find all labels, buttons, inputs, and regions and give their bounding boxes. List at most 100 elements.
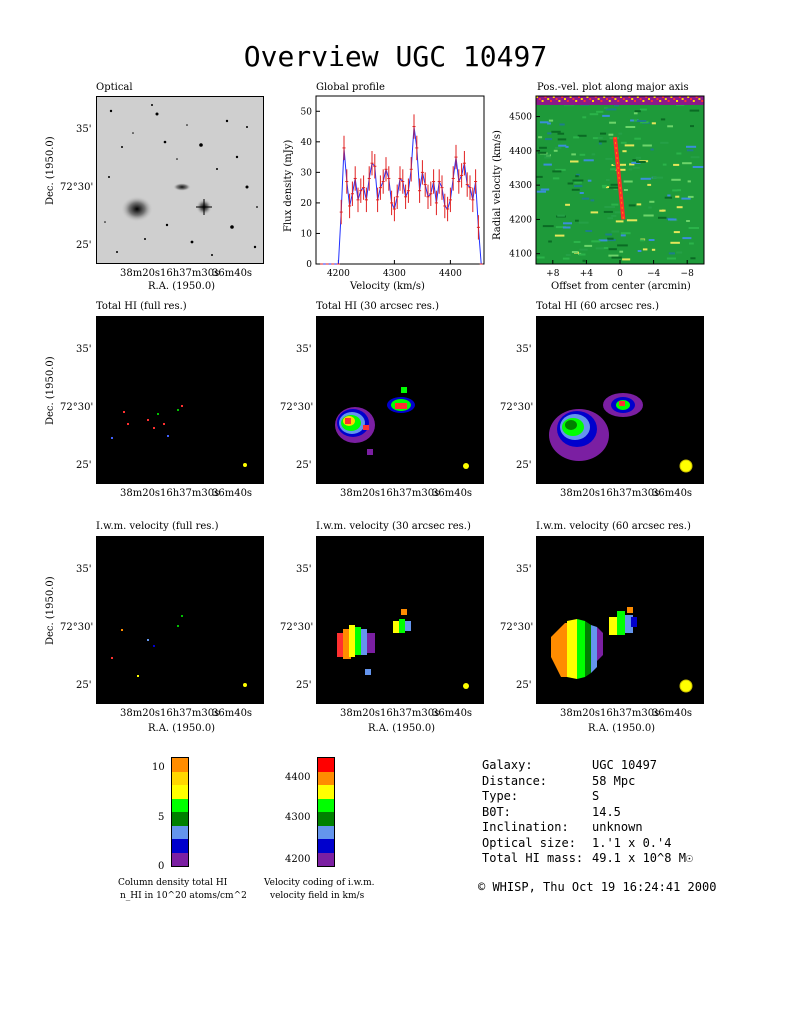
posvel-noise-cell <box>603 247 609 249</box>
profile-ytick-label: 40 <box>301 138 313 148</box>
posvel-noise-cell <box>538 136 543 139</box>
hi-full-dec-label: Dec. (1950.0) <box>45 356 56 425</box>
posvel-top-noise <box>687 96 690 98</box>
profile-ylabel: Flux density (mJy) <box>283 139 294 232</box>
posvel-noise-cell <box>605 108 617 111</box>
posvel-top-noise <box>653 96 656 98</box>
posvel-noise-cell <box>686 149 694 152</box>
vel-full-ra-tick-1: 16h37m30s <box>160 708 220 719</box>
posvel-noise-cell <box>570 160 579 163</box>
posvel-noise-cell <box>582 259 586 262</box>
vel-full-ra-tick-2: 36m40s <box>212 708 253 719</box>
posvel-noise-cell <box>539 121 549 124</box>
posvel-xtick-label: +8 <box>546 269 560 279</box>
posvel-noise-cell <box>668 252 675 255</box>
posvel-top-noise <box>536 96 538 98</box>
posvel-top-noise <box>566 100 569 102</box>
optical-ra-label: R.A. (1950.0) <box>148 281 216 292</box>
posvel-noise-cell <box>642 144 652 147</box>
info-key: Total HI mass: <box>482 851 584 865</box>
info-value: unknown <box>592 820 643 834</box>
posvel-noise-cell <box>666 257 676 260</box>
hi-30-map <box>316 316 484 484</box>
posvel-noise-cell <box>619 250 624 253</box>
posvel-xtick-label: −4 <box>647 269 661 279</box>
profile-ytick-label: 20 <box>301 199 313 209</box>
posvel-top-noise <box>594 96 597 98</box>
velocity-tick-4200: 4200 <box>285 854 311 865</box>
posvel-top-noise <box>620 96 622 98</box>
colorbar-swatch <box>318 771 334 785</box>
posvel-top-noise <box>642 100 645 102</box>
posvel-ytick-label: 4500 <box>509 113 532 123</box>
posvel-noise-cell <box>689 109 700 112</box>
posvel-noise-cell <box>682 237 692 240</box>
posvel-chart: 4500 4400 4300 4200 4100 +8 +4 0 −4 −8 <box>509 95 705 279</box>
posvel-noise-cell <box>676 152 682 155</box>
vel-full-title: I.w.m. velocity (full res.) <box>96 521 219 532</box>
colorbar-swatch <box>318 798 334 812</box>
posvel-noise-cell <box>602 114 610 117</box>
posvel-noise-cell <box>555 226 566 229</box>
posvel-noise-cell <box>689 242 694 245</box>
posvel-noise-cell <box>548 119 554 122</box>
posvel-top-noise <box>673 98 676 100</box>
posvel-noise-cell <box>542 225 554 228</box>
colorbar-swatch <box>172 839 188 853</box>
posvel-noise-cell <box>608 248 617 251</box>
posvel-noise-cell <box>536 256 545 259</box>
posvel-top-noise <box>561 96 564 98</box>
posvel-noise-cell <box>576 173 580 176</box>
posvel-noise-cell <box>592 137 598 140</box>
posvel-noise-cell <box>688 227 699 229</box>
posvel-noise-cell <box>634 137 641 140</box>
posvel-noise-cell <box>551 130 561 133</box>
posvel-top-noise <box>692 100 695 102</box>
posvel-noise-cell <box>623 180 633 183</box>
posvel-noise-cell <box>606 186 610 189</box>
posvel-noise-cell <box>598 239 608 242</box>
posvel-noise-cell <box>597 136 603 139</box>
posvel-noise-cell <box>682 162 692 165</box>
posvel-noise-cell <box>690 125 694 128</box>
posvel-noise-cell <box>591 153 596 156</box>
hi-60-ra-tick-1: 16h37m30s <box>600 488 660 499</box>
posvel-noise-cell <box>565 254 571 256</box>
posvel-noise-cell <box>651 248 656 251</box>
posvel-noise-cell <box>673 231 680 234</box>
posvel-noise-cell <box>687 180 691 183</box>
vel-full-dec-label: Dec. (1950.0) <box>45 576 56 645</box>
posvel-top-noise <box>583 100 586 102</box>
posvel-noise-cell <box>615 220 624 223</box>
posvel-noise-cell <box>673 163 680 166</box>
global-profile-chart: 0 10 20 30 40 50 4200 4300 4400 <box>301 95 485 279</box>
posvel-noise-cell <box>670 241 680 244</box>
hi-full-map <box>96 316 264 484</box>
posvel-noise-cell <box>629 163 635 166</box>
colorbar-swatch <box>318 785 334 799</box>
density-caption-2: n_HI in 10^20 atoms/cm^2 <box>120 891 247 901</box>
posvel-xlabel: Offset from center (arcmin) <box>551 281 691 292</box>
posvel-top-noise <box>625 100 628 102</box>
vel-60-dec-tick-35: 35' <box>516 564 532 575</box>
posvel-noise-cell <box>574 181 582 184</box>
posvel-top-noise <box>538 98 541 100</box>
posvel-noise-cell <box>539 146 547 149</box>
profile-ytick-label: 10 <box>301 229 313 239</box>
vel-30-title: I.w.m. velocity (30 arcsec res.) <box>316 521 471 532</box>
posvel-noise-cell <box>536 175 543 178</box>
profile-ytick-label: 30 <box>301 168 313 178</box>
posvel-noise-cell <box>543 163 552 166</box>
posvel-noise-cell <box>590 199 595 202</box>
posvel-top-noise <box>645 96 648 98</box>
posvel-noise-cell <box>600 132 607 135</box>
info-key: Distance: <box>482 773 548 788</box>
posvel-noise-cell <box>573 136 580 139</box>
velocity-caption-1: Velocity coding of i.w.m. <box>264 878 375 888</box>
posvel-top-noise <box>662 96 664 98</box>
posvel-noise-cell <box>608 254 619 257</box>
posvel-top-noise <box>592 100 594 102</box>
posvel-noise-cell <box>604 206 615 208</box>
profile-ytick-label: 0 <box>306 260 312 270</box>
posvel-noise-cell <box>575 219 579 222</box>
